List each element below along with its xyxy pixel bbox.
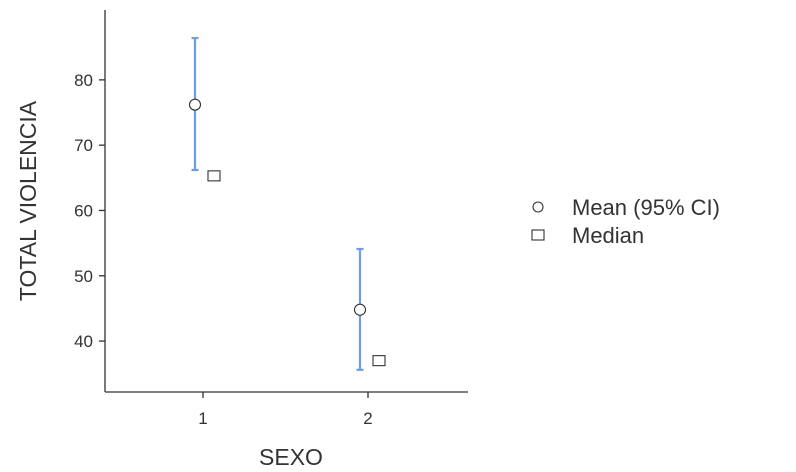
legend-key-square	[531, 229, 545, 241]
y-axis-title: TOTAL VIOLENCIA	[15, 100, 41, 301]
mean-point	[188, 98, 202, 111]
y-tick-label: 80	[74, 71, 93, 90]
legend-label: Median	[572, 223, 644, 248]
x-axis-title: SEXO	[259, 444, 323, 470]
y-tick-label: 70	[74, 136, 93, 155]
y-tick-label: 40	[74, 332, 93, 351]
legend-key-circle	[532, 201, 544, 213]
mean-point	[353, 303, 367, 316]
marks	[188, 36, 386, 371]
legend: Mean (95% CI) Median	[531, 195, 720, 248]
legend-label: Mean (95% CI)	[572, 195, 720, 220]
axes	[104, 10, 468, 393]
y-tick-label: 50	[74, 267, 93, 286]
x-tick-label: 1	[198, 409, 207, 428]
median-point	[372, 355, 386, 367]
x-tick-label: 2	[363, 409, 372, 428]
y-tick-label: 60	[74, 201, 93, 220]
y-ticks: 40 50 60 70 80	[74, 71, 105, 351]
median-point	[207, 170, 221, 182]
